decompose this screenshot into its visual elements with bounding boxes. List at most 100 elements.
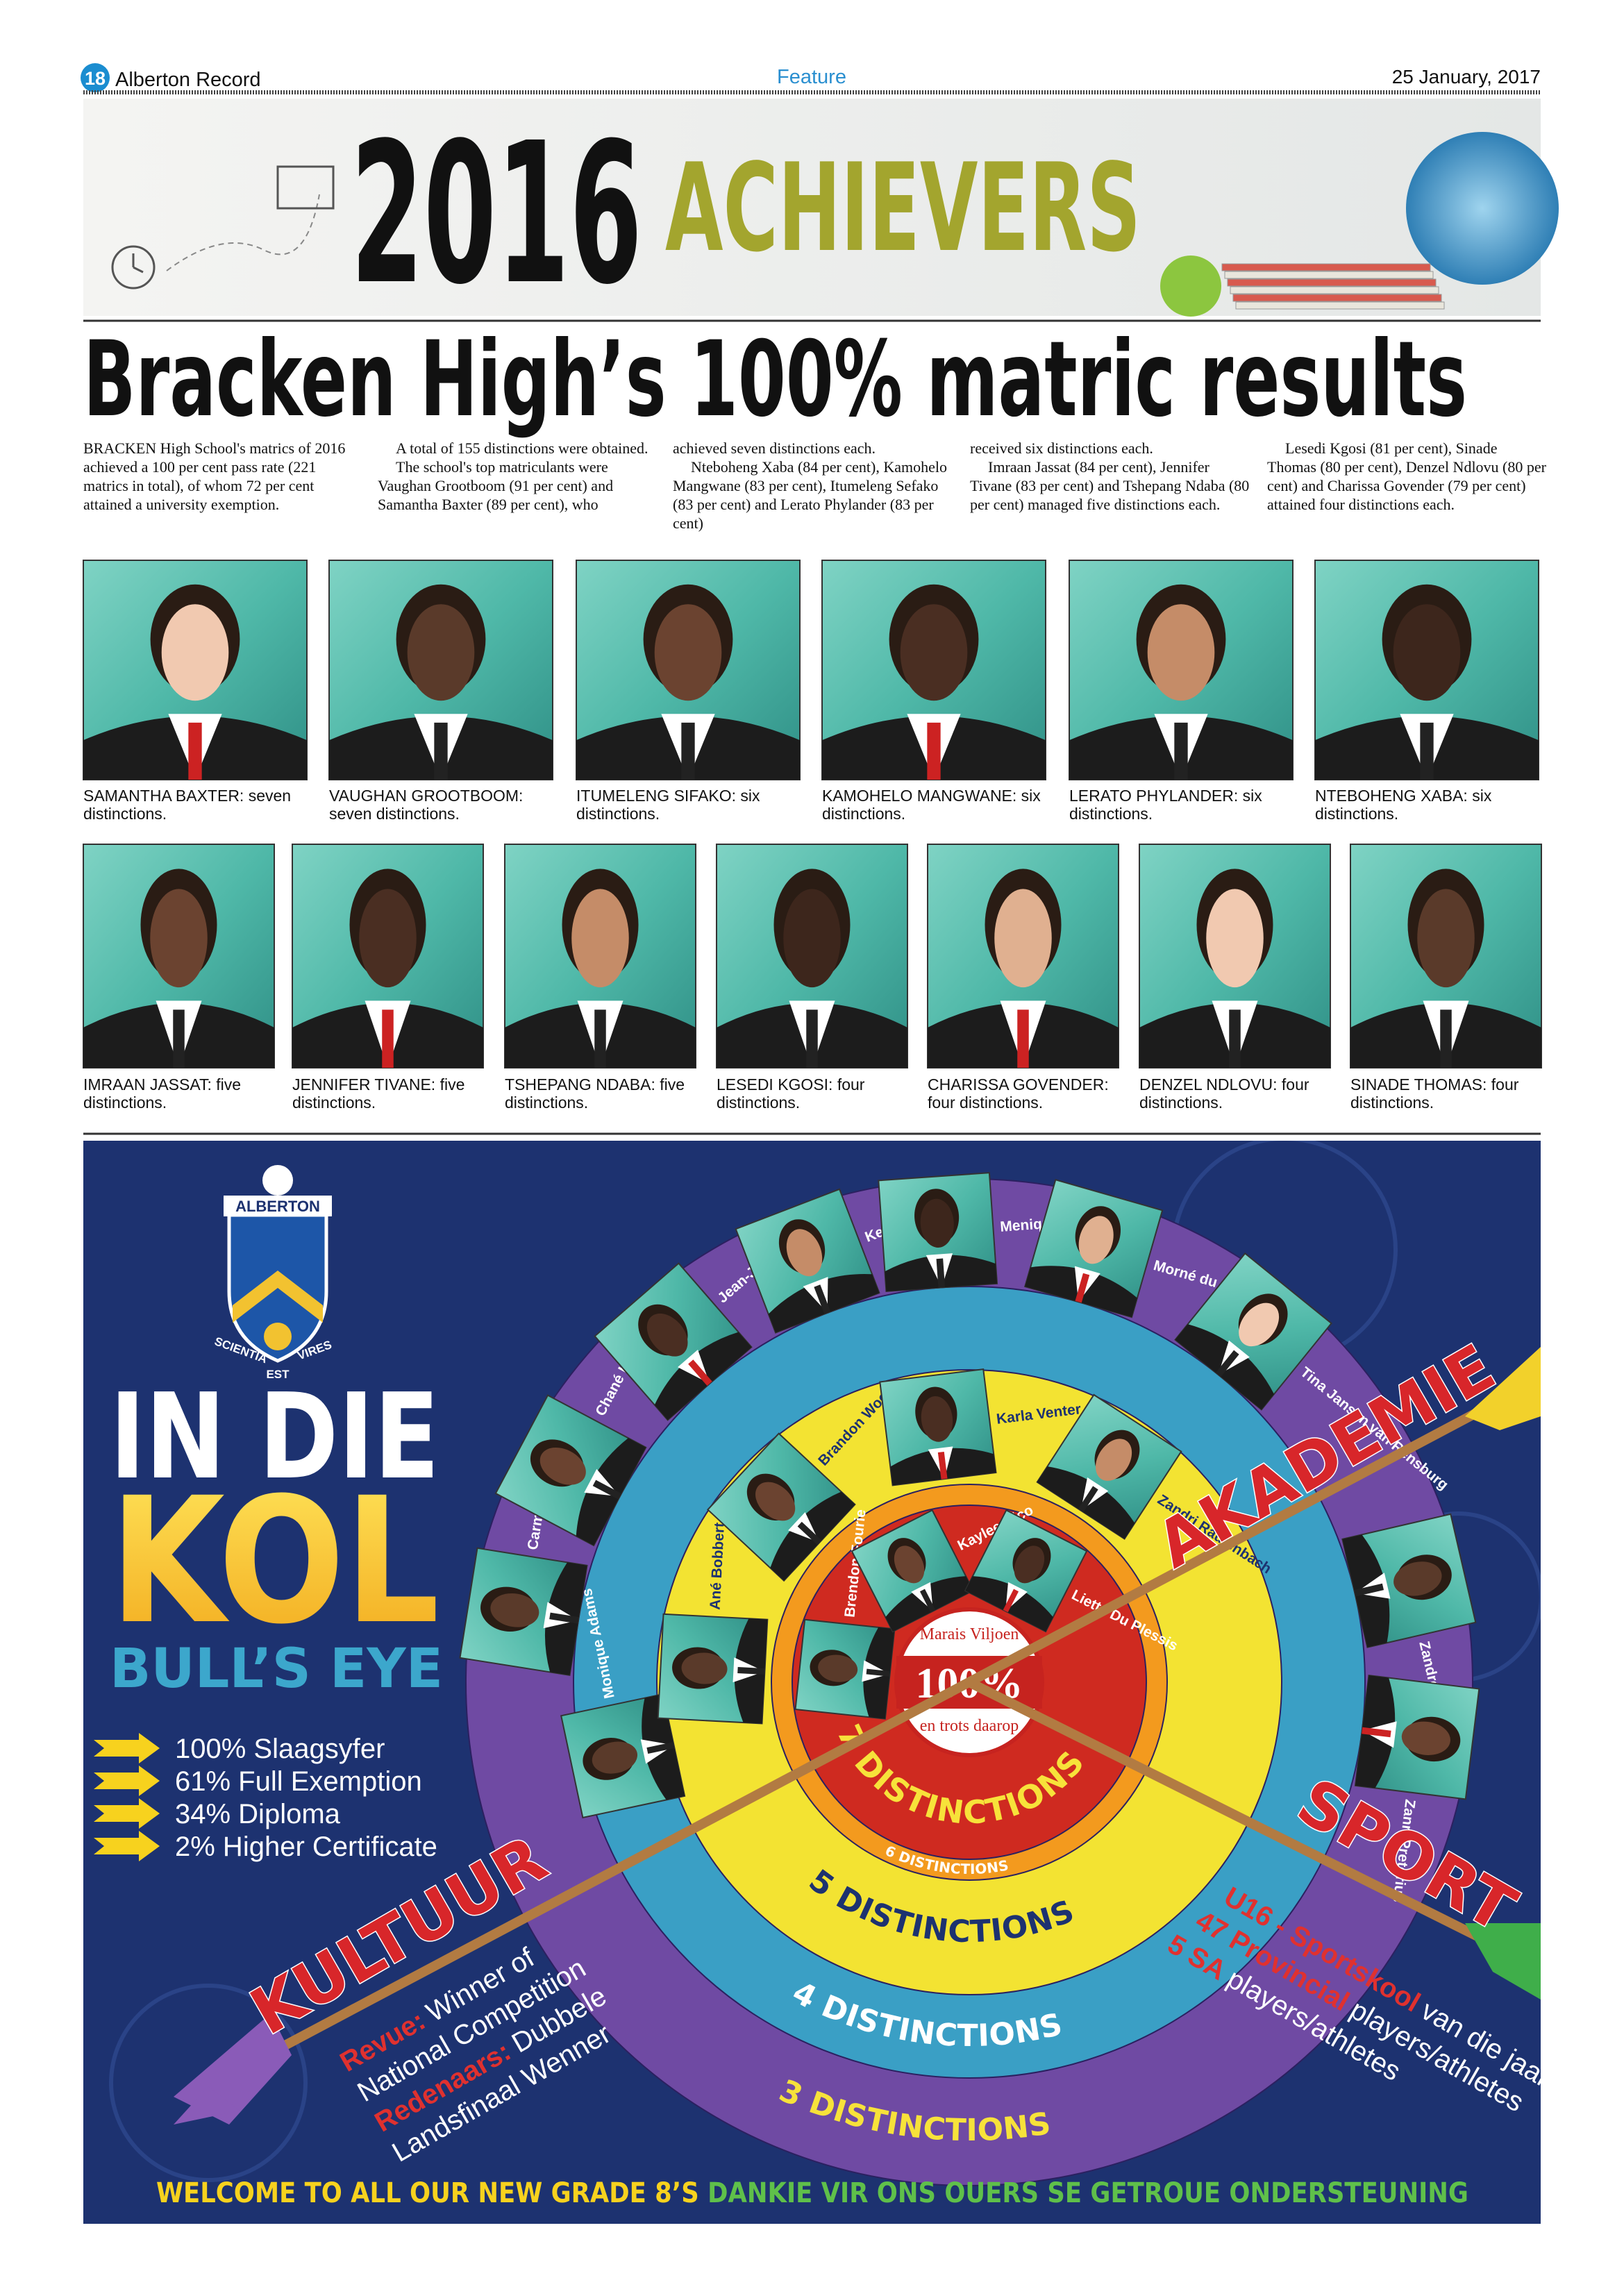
tie	[688, 1359, 712, 1386]
portrait	[1036, 1393, 1182, 1540]
result: 61% Full Exemption	[175, 1766, 422, 1797]
article-column: received six distinctions each. Imraan Ja…	[970, 439, 1251, 514]
portrait	[594, 1262, 753, 1421]
photo-caption: ITUMELENG SIFAKO: six distinctions.	[576, 787, 760, 823]
portrait	[794, 1618, 896, 1720]
logo-crest	[262, 1165, 293, 1196]
headline: Bracken High’s 100% matric results	[83, 319, 1467, 440]
tie	[936, 1258, 946, 1288]
tie	[1420, 722, 1434, 780]
tie	[1215, 1350, 1239, 1377]
bullet-arrow	[94, 1798, 160, 1829]
tie	[1017, 1009, 1029, 1068]
portrait	[494, 1394, 647, 1547]
paragraph: Lesedi Kgosi (81 per cent), Sinade Thoma…	[1267, 439, 1546, 513]
result: 2% Higher Certificate	[175, 1832, 437, 1862]
photo-caption: LESEDI KGOSI: four distinctions.	[717, 1075, 865, 1112]
student: Monique Adams	[560, 1587, 686, 1819]
portrait	[735, 1188, 880, 1334]
page-number: 18	[85, 68, 106, 89]
banner-title: ACHIEVERS	[665, 138, 1141, 279]
apple	[1160, 255, 1221, 317]
portrait	[821, 560, 1046, 780]
globe	[1406, 132, 1559, 285]
tie	[173, 1009, 185, 1068]
logo-cog	[264, 1323, 292, 1350]
section: Feature	[777, 66, 846, 88]
face	[755, 1482, 796, 1521]
face	[1393, 1561, 1442, 1596]
portrait	[706, 1432, 856, 1582]
portrait	[560, 1693, 686, 1819]
portrait	[83, 560, 308, 780]
face	[1014, 1545, 1045, 1584]
portrait	[716, 844, 908, 1069]
tie	[927, 722, 941, 780]
face	[490, 1593, 539, 1627]
paragraph: The school's top matriculants were Vaugh…	[378, 458, 614, 513]
tie	[188, 722, 202, 780]
face	[592, 1741, 638, 1774]
bullet-arrow	[94, 1766, 160, 1796]
article-column: Lesedi Kgosi (81 per cent), Sinade Thoma…	[1267, 439, 1548, 514]
banner-year: 2016	[351, 101, 642, 328]
portrait	[878, 1172, 998, 1293]
date: 25 January, 2017	[1392, 66, 1541, 87]
notebook	[1224, 271, 1434, 279]
portrait	[1174, 1252, 1332, 1411]
tie	[646, 1742, 675, 1754]
tie	[1078, 1486, 1098, 1513]
face	[1393, 604, 1461, 701]
notebook	[1232, 294, 1442, 302]
face	[1206, 889, 1264, 988]
advert-footer: WELCOME TO ALL OUR NEW GRADE 8’S DANKIE V…	[156, 2177, 1468, 2209]
tie	[1440, 1009, 1452, 1068]
face	[571, 889, 629, 988]
portrait	[1139, 844, 1331, 1069]
portrait	[1314, 560, 1539, 780]
notebook	[1230, 286, 1439, 294]
arrow-fletching	[1465, 1347, 1541, 1430]
face	[407, 604, 475, 701]
face	[921, 1396, 953, 1442]
face	[150, 889, 208, 988]
face	[900, 604, 968, 701]
logo-motto: EST	[266, 1368, 290, 1381]
logo-name: ALBERTON	[235, 1198, 320, 1215]
face	[920, 1198, 954, 1248]
face	[818, 1654, 858, 1682]
bullet-arrow	[94, 1831, 160, 1861]
badge-bottom: en trots daarop	[920, 1717, 1019, 1735]
logo-chevron	[233, 1271, 323, 1323]
tie	[594, 1009, 606, 1068]
article-column: A total of 155 distinctions were obtaine…	[378, 439, 659, 514]
portrait	[328, 560, 553, 780]
portrait	[576, 560, 801, 780]
face	[539, 1447, 586, 1485]
face	[654, 604, 722, 701]
portrait	[851, 1509, 975, 1633]
portrait	[964, 1509, 1088, 1633]
face	[994, 889, 1052, 988]
portrait	[927, 844, 1119, 1069]
portrait	[879, 1368, 997, 1486]
tie	[1354, 1583, 1384, 1597]
photo-caption: SAMANTHA BAXTER: seven distinctions.	[83, 787, 292, 823]
background-doodle	[109, 1984, 308, 2182]
badge-top: Marais Viljoen	[920, 1625, 1019, 1643]
article-column: BRACKEN High School's matrics of 2016 ac…	[83, 439, 365, 514]
paragraph: A total of 155 distinctions were obtaine…	[396, 439, 648, 457]
bullet-arrow	[94, 1733, 160, 1763]
photo-caption: KAMOHELO MANGWANE: six distinctions.	[822, 787, 1041, 823]
paragraph: BRACKEN High School's matrics of 2016 ac…	[83, 439, 346, 513]
face	[1401, 1721, 1450, 1755]
portrait	[1023, 1178, 1164, 1318]
tie	[549, 1612, 579, 1624]
face	[681, 1652, 728, 1684]
tie	[1174, 722, 1188, 780]
